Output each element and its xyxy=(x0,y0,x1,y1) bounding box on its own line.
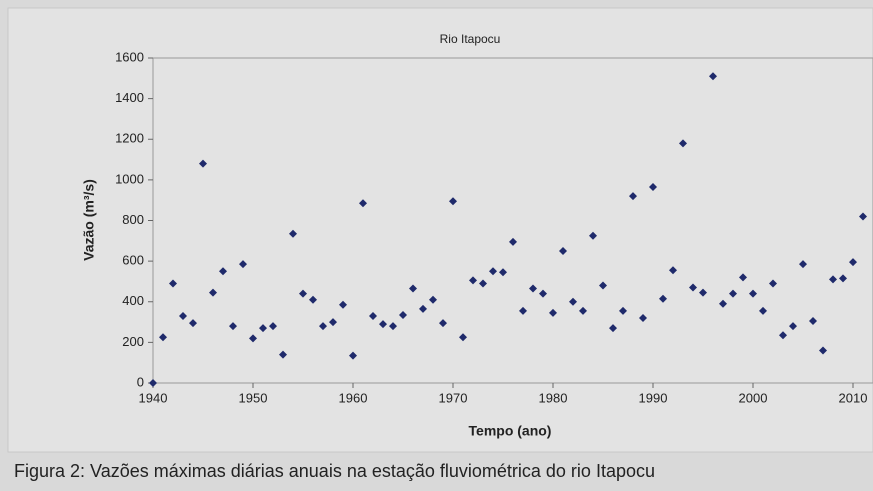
y-tick-label: 1600 xyxy=(115,49,144,64)
data-point xyxy=(189,319,197,328)
data-point xyxy=(489,267,497,276)
data-point xyxy=(649,182,657,191)
data-point xyxy=(589,231,597,240)
data-point xyxy=(389,322,397,331)
x-tick-label: 1990 xyxy=(639,390,668,405)
data-point xyxy=(459,333,467,342)
data-point xyxy=(419,304,427,313)
x-tick-label: 2000 xyxy=(739,390,768,405)
data-point xyxy=(749,289,757,298)
data-point xyxy=(369,311,377,320)
data-point xyxy=(529,284,537,293)
chart-title: Rio Itapocu xyxy=(440,32,501,46)
data-point xyxy=(289,229,297,238)
data-point xyxy=(429,295,437,304)
data-point xyxy=(519,306,527,315)
x-axis-label: Tempo (ano) xyxy=(469,423,552,439)
data-point xyxy=(679,139,687,148)
data-point xyxy=(329,318,337,327)
data-point xyxy=(659,294,667,303)
data-point xyxy=(539,289,547,298)
data-point xyxy=(829,275,837,284)
x-tick-label: 1960 xyxy=(339,390,368,405)
y-tick-label: 1400 xyxy=(115,90,144,105)
data-point xyxy=(359,199,367,208)
data-point xyxy=(259,324,267,333)
data-point xyxy=(819,346,827,355)
data-point xyxy=(169,279,177,288)
data-point xyxy=(469,276,477,285)
data-point xyxy=(279,350,287,359)
data-point xyxy=(849,258,857,267)
data-point xyxy=(479,279,487,288)
data-point xyxy=(689,283,697,292)
data-point xyxy=(739,273,747,282)
data-point xyxy=(549,308,557,317)
data-point xyxy=(229,322,237,331)
data-point xyxy=(709,72,717,81)
y-tick-label: 0 xyxy=(137,374,144,389)
y-tick-label: 200 xyxy=(122,334,144,349)
data-point xyxy=(699,288,707,297)
data-point xyxy=(769,279,777,288)
x-tick-label: 2010 xyxy=(839,390,868,405)
y-tick-label: 1200 xyxy=(115,131,144,146)
plot-area xyxy=(152,57,873,384)
y-axis-label: Vazão (m³/s) xyxy=(81,179,97,261)
data-point xyxy=(399,310,407,319)
data-point xyxy=(199,159,207,168)
data-point xyxy=(439,319,447,328)
data-point xyxy=(219,267,227,276)
data-point xyxy=(339,300,347,309)
data-point xyxy=(299,289,307,298)
data-point xyxy=(159,333,167,342)
data-point xyxy=(509,237,517,246)
caption: Figura 2: Vazões máximas diárias anuais … xyxy=(14,461,655,481)
y-tick-label: 1000 xyxy=(115,171,144,186)
data-point xyxy=(729,289,737,298)
y-tick-label: 800 xyxy=(122,212,144,227)
data-point xyxy=(209,288,217,297)
data-point xyxy=(629,192,637,201)
data-point xyxy=(379,320,387,329)
y-tick-label: 600 xyxy=(122,253,144,268)
data-point xyxy=(639,314,647,322)
data-point xyxy=(409,284,417,293)
data-point xyxy=(579,306,587,315)
y-tick-label: 400 xyxy=(122,293,144,308)
data-point xyxy=(309,295,317,304)
data-point xyxy=(599,281,607,290)
data-point xyxy=(249,334,257,343)
data-point xyxy=(759,306,767,315)
data-point xyxy=(569,297,577,306)
x-tick-label: 1950 xyxy=(239,390,268,405)
data-point xyxy=(809,317,817,326)
data-point xyxy=(149,379,157,387)
data-point xyxy=(609,324,617,333)
x-tick-label: 1940 xyxy=(139,390,168,405)
data-point xyxy=(179,311,187,320)
x-tick-label: 1970 xyxy=(439,390,468,405)
data-point xyxy=(859,212,867,221)
data-point xyxy=(559,246,567,255)
data-point xyxy=(669,266,677,275)
data-point xyxy=(239,260,247,269)
data-point xyxy=(719,299,727,308)
data-point xyxy=(349,351,357,360)
data-point xyxy=(449,197,457,206)
data-point xyxy=(319,322,327,331)
data-point xyxy=(789,322,797,331)
data-point xyxy=(269,322,277,331)
data-point xyxy=(499,268,507,277)
data-point xyxy=(619,306,627,315)
data-point xyxy=(839,274,847,283)
x-tick-label: 1980 xyxy=(539,390,568,405)
data-point xyxy=(779,331,787,340)
data-point xyxy=(799,260,807,269)
